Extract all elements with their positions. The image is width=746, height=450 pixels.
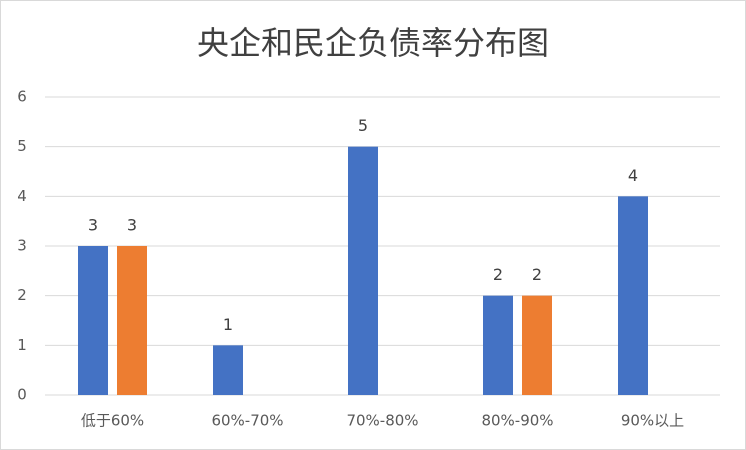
y-tick-label: 1: [17, 336, 27, 354]
y-tick-label: 2: [17, 286, 27, 304]
x-tick-label: 70%-80%: [346, 412, 418, 430]
y-tick-label: 4: [17, 187, 27, 205]
x-tick-label: 60%-70%: [211, 412, 283, 430]
y-tick-label: 3: [17, 237, 27, 255]
data-label: 2: [493, 265, 503, 284]
bar: [213, 345, 243, 395]
bar: [117, 246, 147, 395]
bar: [78, 246, 108, 395]
y-tick-label: 0: [17, 386, 27, 404]
bar: [522, 295, 552, 395]
y-tick-label: 5: [17, 137, 27, 155]
bar: [483, 295, 513, 395]
bar: [618, 196, 648, 395]
data-label: 2: [532, 265, 542, 284]
bar: [348, 146, 378, 395]
data-label: 5: [358, 116, 368, 135]
data-label: 4: [628, 166, 638, 185]
y-tick-label: 6: [17, 88, 27, 106]
data-label: 1: [223, 315, 233, 334]
data-label: 3: [127, 216, 137, 235]
x-tick-label: 低于60%: [81, 412, 144, 430]
x-tick-label: 90%以上: [621, 412, 684, 430]
data-label: 3: [88, 216, 98, 235]
chart-title: 央企和民企负债率分布图: [197, 24, 549, 62]
x-tick-label: 80%-90%: [481, 412, 553, 430]
